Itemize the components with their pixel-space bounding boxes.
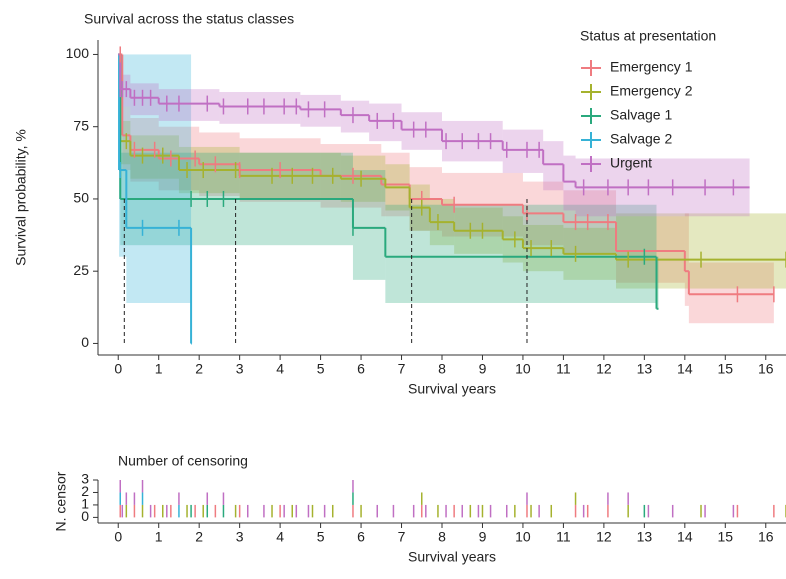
x-tick-label: 8 xyxy=(438,361,446,377)
y-tick-label: 3 xyxy=(81,471,89,487)
x-tick-label: 0 xyxy=(114,529,122,545)
confidence-band xyxy=(369,103,402,142)
confidence-band xyxy=(120,74,131,107)
x-tick-label: 13 xyxy=(637,361,653,377)
chart-title: Survival across the status classes xyxy=(84,11,294,27)
x-tick-label: 6 xyxy=(357,361,365,377)
confidence-band xyxy=(300,94,341,127)
legend-label: Emergency 1 xyxy=(610,59,693,75)
x-tick-label: 7 xyxy=(398,361,406,377)
x-tick-label: 11 xyxy=(556,361,571,377)
x-tick-label: 4 xyxy=(276,361,284,377)
y-tick-label: 100 xyxy=(66,45,90,61)
x-tick-label: 1 xyxy=(155,529,163,545)
confidence-band xyxy=(563,155,576,211)
y-tick-label: 75 xyxy=(73,117,89,133)
x-tick-label: 12 xyxy=(596,361,612,377)
x-tick-label: 0 xyxy=(114,361,122,377)
x-axis-label: Survival years xyxy=(408,381,496,397)
x-tick-label: 2 xyxy=(195,529,203,545)
x-tick-label: 12 xyxy=(596,529,612,545)
legend-label: Salvage 2 xyxy=(610,131,672,147)
confidence-band xyxy=(656,256,659,309)
y-tick-label: 0 xyxy=(81,508,89,524)
y-axis-label: N. censor xyxy=(53,471,69,531)
x-tick-label: 10 xyxy=(515,361,531,377)
y-tick-label: 50 xyxy=(73,190,89,206)
confidence-band xyxy=(616,216,685,283)
x-tick-label: 4 xyxy=(276,529,284,545)
x-tick-label: 5 xyxy=(317,361,325,377)
x-tick-label: 5 xyxy=(317,529,325,545)
legend-label: Emergency 2 xyxy=(610,83,693,99)
x-tick-label: 9 xyxy=(479,361,487,377)
x-tick-label: 6 xyxy=(357,529,365,545)
x-tick-label: 14 xyxy=(677,529,693,545)
y-tick-label: 25 xyxy=(73,262,89,278)
confidence-band xyxy=(502,129,544,173)
x-tick-label: 15 xyxy=(718,529,734,545)
x-tick-label: 14 xyxy=(677,361,693,377)
x-tick-label: 1 xyxy=(155,361,163,377)
x-tick-label: 13 xyxy=(637,529,653,545)
y-tick-label: 2 xyxy=(81,483,89,499)
confidence-band xyxy=(158,89,220,121)
x-tick-label: 3 xyxy=(236,361,244,377)
confidence-band xyxy=(119,54,127,257)
x-tick-label: 8 xyxy=(438,529,446,545)
confidence-band xyxy=(126,54,192,303)
legend-label: Salvage 1 xyxy=(610,107,672,123)
y-axis-label: Survival probability, % xyxy=(13,129,29,266)
x-tick-label: 16 xyxy=(758,529,774,545)
confidence-band xyxy=(340,100,370,133)
legend-title: Status at presentation xyxy=(580,28,716,44)
x-tick-label: 16 xyxy=(758,361,774,377)
legend-label: Urgent xyxy=(610,155,652,171)
confidence-band xyxy=(688,262,774,324)
x-tick-label: 3 xyxy=(236,529,244,545)
y-tick-label: 1 xyxy=(81,496,89,512)
x-tick-label: 10 xyxy=(515,529,531,545)
confidence-band xyxy=(401,112,442,150)
x-axis-label: Survival years xyxy=(408,549,496,565)
x-tick-label: 2 xyxy=(195,361,203,377)
x-tick-label: 7 xyxy=(398,529,406,545)
chart-title: Number of censoring xyxy=(118,453,248,469)
confidence-band xyxy=(352,170,386,280)
x-tick-label: 11 xyxy=(556,529,571,545)
confidence-band xyxy=(219,92,301,124)
confidence-band xyxy=(120,120,131,165)
confidence-band xyxy=(543,141,564,191)
x-tick-label: 15 xyxy=(718,361,734,377)
y-tick-label: 0 xyxy=(81,334,89,350)
x-tick-label: 9 xyxy=(479,529,487,545)
